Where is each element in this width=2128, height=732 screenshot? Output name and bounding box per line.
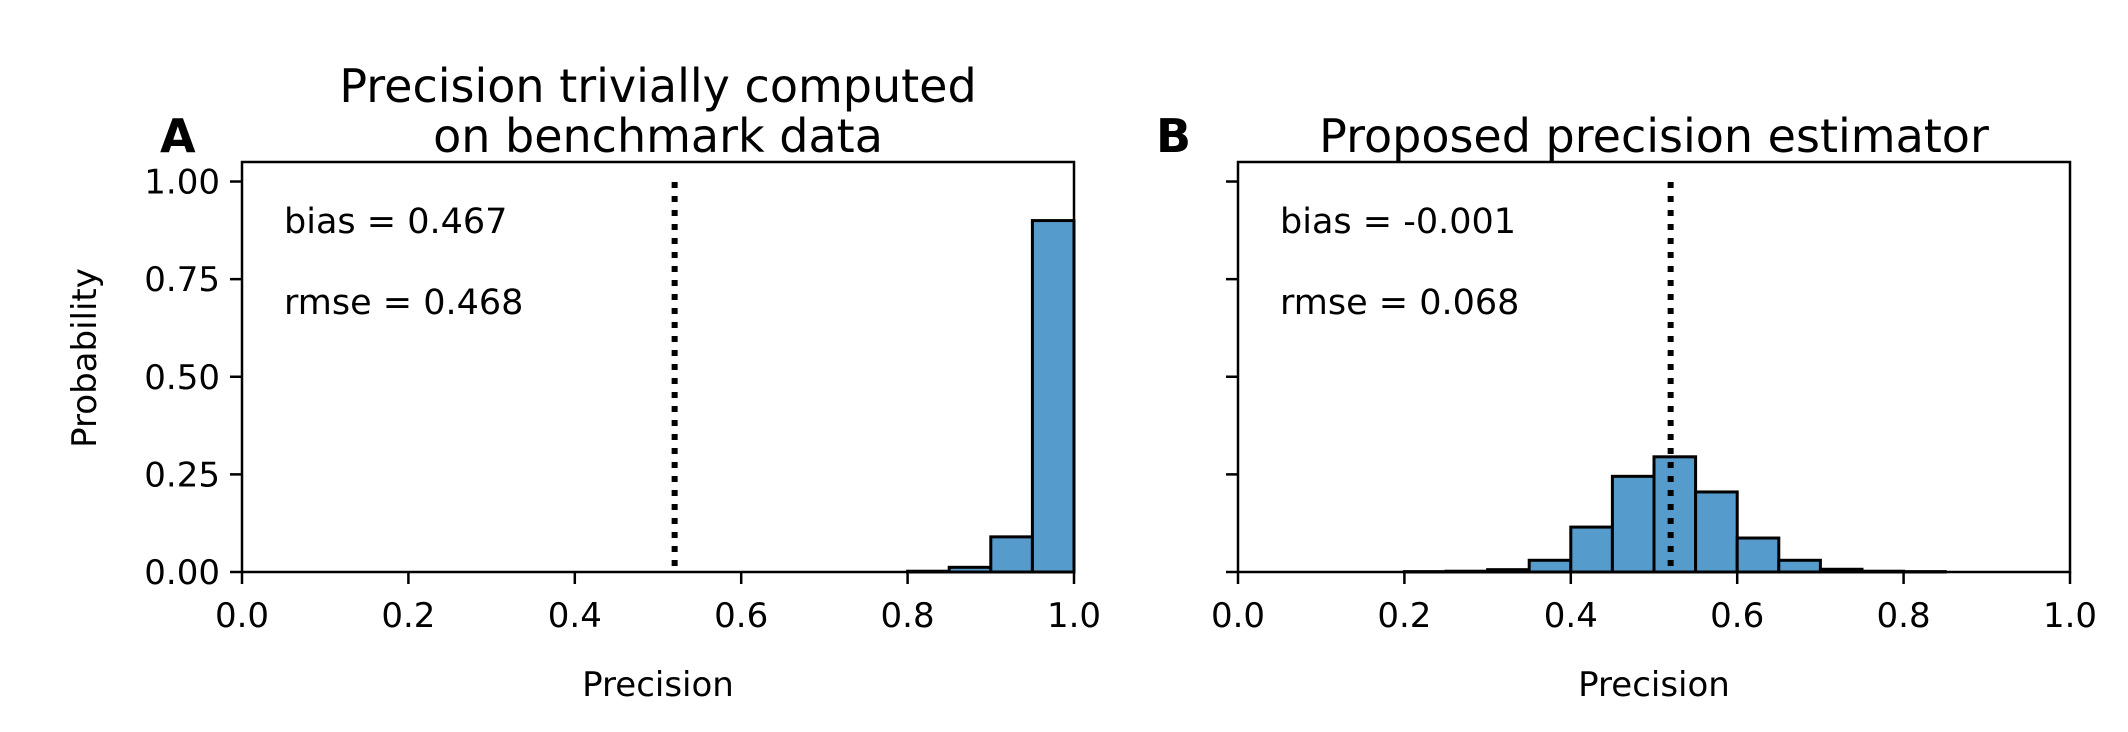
panel-b-rmse-annotation: rmse = 0.068 bbox=[1280, 283, 1519, 323]
panel-a-x-axis-label: Precision bbox=[582, 665, 734, 705]
panel-a-histogram-bar bbox=[1032, 221, 1074, 572]
panel-b-x-tick-label: 0.4 bbox=[1544, 596, 1598, 636]
panel-a-x-tick-label: 0.4 bbox=[548, 596, 602, 636]
panel-a-letter: A bbox=[160, 109, 196, 163]
panel-a-x-tick-label: 0.2 bbox=[381, 596, 435, 636]
panel-a-title-line-2: on benchmark data bbox=[433, 109, 883, 163]
panel-a-y-axis-label: Probability bbox=[65, 268, 105, 448]
panel-a-x-tick-label: 1.0 bbox=[1047, 596, 1101, 636]
panel-a-y-tick-label: 0.25 bbox=[144, 455, 220, 495]
panel-b: B Proposed precision estimator bias = -0… bbox=[1156, 109, 2097, 705]
panel-b-letter: B bbox=[1156, 109, 1191, 163]
panel-b-histogram-bar bbox=[1737, 538, 1779, 572]
panel-b-bias-annotation: bias = -0.001 bbox=[1280, 202, 1516, 242]
panel-a-rmse-annotation: rmse = 0.468 bbox=[284, 283, 523, 323]
panel-b-title: Proposed precision estimator bbox=[1319, 109, 1989, 163]
panel-a-x-tick-label: 0.8 bbox=[881, 596, 935, 636]
panel-a-histogram-bar bbox=[991, 537, 1033, 572]
panel-a-y-tick-label: 0.75 bbox=[144, 260, 220, 300]
panel-b-histogram-bar bbox=[1779, 560, 1821, 572]
panel-b-histogram-bar bbox=[1696, 492, 1738, 572]
panel-b-x-tick-label: 0.2 bbox=[1377, 596, 1431, 636]
panel-a-y-tick-label: 1.00 bbox=[144, 163, 220, 203]
panel-b-histogram-bar bbox=[1529, 560, 1571, 572]
panel-b-x-tick-label: 0.8 bbox=[1877, 596, 1931, 636]
panel-a-title-line-1: Precision trivially computed bbox=[339, 59, 976, 113]
panel-a: A Precision trivially computed on benchm… bbox=[65, 59, 1101, 705]
panel-b-histogram-bar bbox=[1612, 476, 1654, 572]
panel-b-x-tick-label: 1.0 bbox=[2043, 596, 2097, 636]
panel-b-histogram-bar bbox=[1571, 527, 1613, 572]
panel-b-x-tick-label: 0.6 bbox=[1710, 596, 1764, 636]
panel-a-bias-annotation: bias = 0.467 bbox=[284, 202, 507, 242]
panel-b-x-tick-label: 0.0 bbox=[1211, 596, 1265, 636]
panel-a-y-tick-label: 0.50 bbox=[144, 358, 220, 398]
panel-b-x-axis-label: Precision bbox=[1578, 665, 1730, 705]
panel-a-x-tick-label: 0.0 bbox=[215, 596, 269, 636]
panel-b-histogram-bar bbox=[1654, 457, 1696, 572]
panel-a-x-tick-label: 0.6 bbox=[714, 596, 768, 636]
panel-a-y-tick-label: 0.00 bbox=[144, 553, 220, 593]
